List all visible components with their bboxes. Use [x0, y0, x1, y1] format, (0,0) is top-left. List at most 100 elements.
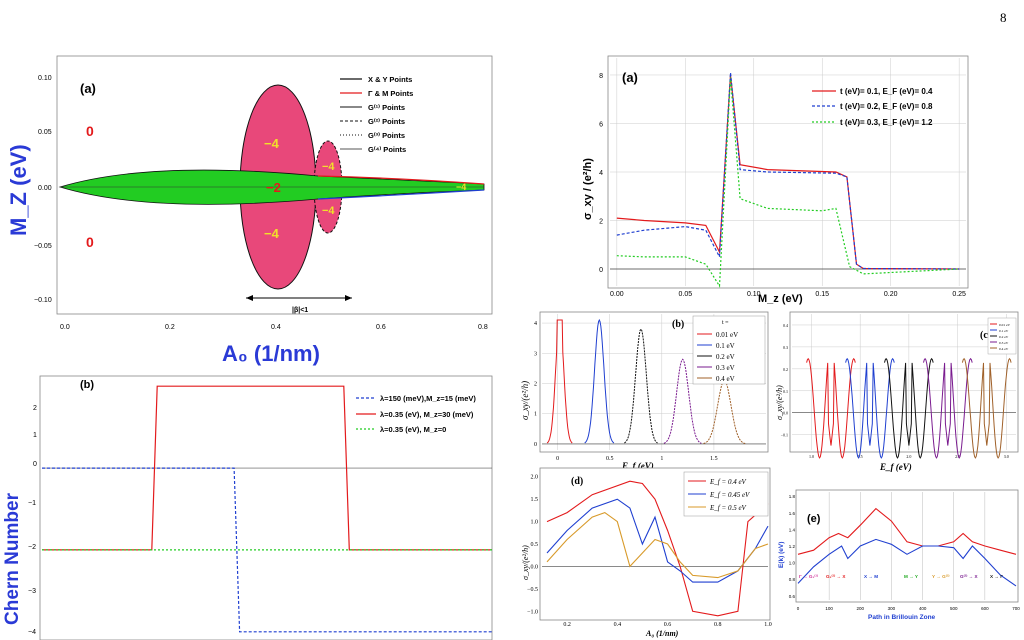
x-tick-label: 1.0 — [809, 454, 814, 459]
path-label: Γ → G₁⁽¹⁾ — [799, 574, 819, 579]
y-tick-label: 1 — [534, 412, 537, 418]
y-tick-label: 0 — [534, 442, 537, 448]
x-tick-label: 0.05 — [678, 291, 692, 298]
y-tick-label: 2 — [33, 405, 37, 412]
sigma-ef-c-legend: 0.01 eV 0.1 eV 0.2 eV 0.3 eV 0.4 eV — [987, 317, 1017, 355]
y-tick-label: 0 — [599, 267, 603, 274]
y-tick-label: 1.5 — [531, 497, 539, 503]
legend-entry: G⁽¹⁾ Points — [368, 103, 405, 112]
sigma-ef-b-panel: 0 0.5 1 1.5 0 1 2 3 4 (b) t = 0.01 eV 0.1 eV 0.2… — [520, 311, 769, 471]
x-tick-label: 0 — [556, 456, 559, 462]
y-tick-label: 0.0 — [531, 564, 539, 570]
legend-entry: λ=150 (meV),M_z=15 (meV) — [380, 394, 476, 403]
x-tick-label: 2.0 — [906, 454, 911, 459]
y-tick-label: 0.10 — [38, 75, 52, 82]
y-tick-label: 2 — [599, 219, 603, 226]
legend-entry: 0.4 eV — [999, 347, 1009, 351]
sigma-a0-panel: 0.2 0.4 0.6 0.8 1.0 −1.0 −0.5 0.0 0.5 1.0 1.5 2.0 (… — [521, 467, 772, 638]
x-tick-label: 1 — [660, 456, 663, 462]
series-line — [923, 357, 973, 459]
legend-entry: λ=0.35 (eV), M_z=0 — [380, 425, 446, 434]
y-tick-label: 1.0 — [789, 561, 796, 566]
legend-entry: 0.1 eV — [999, 329, 1009, 333]
x-axis-label: Path in Brillouin Zone — [868, 614, 936, 621]
y-tick-label: 0.1 — [783, 389, 788, 394]
y-tick-label: 1.0 — [531, 520, 539, 526]
legend-title: t = — [722, 320, 729, 326]
y-tick-label: 4 — [599, 170, 603, 177]
y-axis-label: σ_xy/(e²/h) — [775, 385, 784, 420]
y-tick-label: 0.3 — [783, 345, 788, 350]
x-tick-label: 0.2 — [165, 324, 175, 331]
x-tick-label: 0.25 — [952, 291, 966, 298]
y-tick-label: 2.0 — [531, 475, 539, 481]
x-tick-label: 3.0 — [1004, 454, 1009, 459]
region-label: −4 — [456, 182, 466, 192]
y-tick-label: 1.4 — [789, 527, 796, 532]
series-line — [845, 357, 895, 459]
chern-legend: λ=150 (meV),M_z=15 (meV) λ=0.35 (eV), M_… — [356, 394, 476, 434]
legend-entry: λ=0.35 (eV), M_z=30 (meV) — [380, 410, 474, 419]
y-tick-label: 4 — [534, 321, 537, 327]
legend-entry: E_f = 0.4 eV — [709, 478, 747, 486]
x-tick-label: 100 — [825, 606, 833, 611]
x-tick-label: 0.6 — [376, 324, 386, 331]
gamma-m-boundary — [317, 175, 485, 185]
path-label: X → Γ — [990, 574, 1003, 579]
y-tick-label: 1.6 — [789, 511, 796, 516]
x-tick-label: 1.0 — [764, 622, 772, 628]
legend-entry: 0.4 eV — [716, 375, 735, 383]
x-tick-label: 500 — [950, 606, 958, 611]
sigma-mz-legend: t (eV)= 0.1, E_F (eV)= 0.4 t (eV)= 0.2, … — [812, 87, 933, 127]
x-tick-label: 700 — [1012, 606, 1020, 611]
y-tick-label: 0.00 — [38, 185, 52, 192]
series-line — [663, 358, 702, 444]
series-line — [616, 77, 960, 288]
y-tick-label: −0.10 — [34, 297, 52, 304]
y-tick-label: −3 — [28, 588, 36, 595]
series-line — [42, 385, 492, 551]
series-line — [546, 498, 769, 583]
y-tick-label: −0.1 — [781, 433, 788, 438]
series-line — [884, 357, 934, 459]
legend-entry: X & Y Points — [368, 75, 412, 84]
panel-label: (c) — [980, 330, 991, 341]
y-tick-label: −2 — [28, 544, 36, 551]
y-axis-label: E(k) (eV) — [778, 542, 785, 568]
y-axis-label: σ_xy / (e²/h) — [582, 158, 594, 220]
legend-entry: t (eV)= 0.2, E_F (eV)= 0.8 — [840, 102, 933, 111]
region-label: 0 — [86, 123, 94, 139]
y-tick-label: 0.5 — [531, 542, 539, 548]
x-axis-label: M_z (eV) — [758, 293, 803, 305]
x-tick-label: 0.8 — [478, 324, 488, 331]
x-tick-label: 0.5 — [606, 456, 614, 462]
panel-label: (a) — [80, 81, 96, 96]
phase-diagram-panel: (a) 0 0 −4 −2 −4 −4 −4 −4 |β|<1 X & Y Po… — [6, 55, 493, 366]
legend-entry: G⁽²⁾ Points — [368, 117, 405, 126]
y-tick-label: 1 — [33, 432, 37, 439]
band-frame — [795, 489, 1019, 603]
legend-entry: G⁽³⁾ Points — [368, 131, 405, 140]
y-tick-label: 2 — [534, 382, 537, 388]
legend-entry: 0.1 eV — [716, 342, 735, 350]
legend-entry: 0.3 eV — [999, 341, 1009, 345]
series-line — [806, 357, 856, 459]
y-tick-label: 0.6 — [789, 594, 796, 599]
path-labels: Γ → G₁⁽¹⁾ G₁⁽¹⁾ → X X → M M → Y Y → G⁽²⁾… — [799, 574, 1003, 579]
legend-entry: Γ & M Points — [368, 89, 413, 98]
path-label: X → M — [864, 574, 878, 579]
legend-entry: G⁽⁴⁾ Points — [368, 145, 406, 154]
legend-entry: E_f = 0.5 eV — [709, 504, 747, 512]
x-tick-label: 0.15 — [815, 291, 829, 298]
y-axis-label: σ_xy/(e²/h) — [521, 545, 530, 580]
xy-boundary — [317, 189, 485, 200]
y-tick-label: −1 — [28, 500, 36, 507]
x-tick-label: 0.6 — [664, 622, 672, 628]
y-tick-label: −1.0 — [527, 609, 538, 615]
x-tick-label: 300 — [888, 606, 896, 611]
x-axis-label: A₀ (1/nm) — [645, 629, 679, 638]
legend-entry: 0.2 eV — [999, 335, 1009, 339]
y-tick-label: 1.2 — [789, 544, 796, 549]
path-label: G₁⁽¹⁾ → X — [826, 574, 846, 579]
